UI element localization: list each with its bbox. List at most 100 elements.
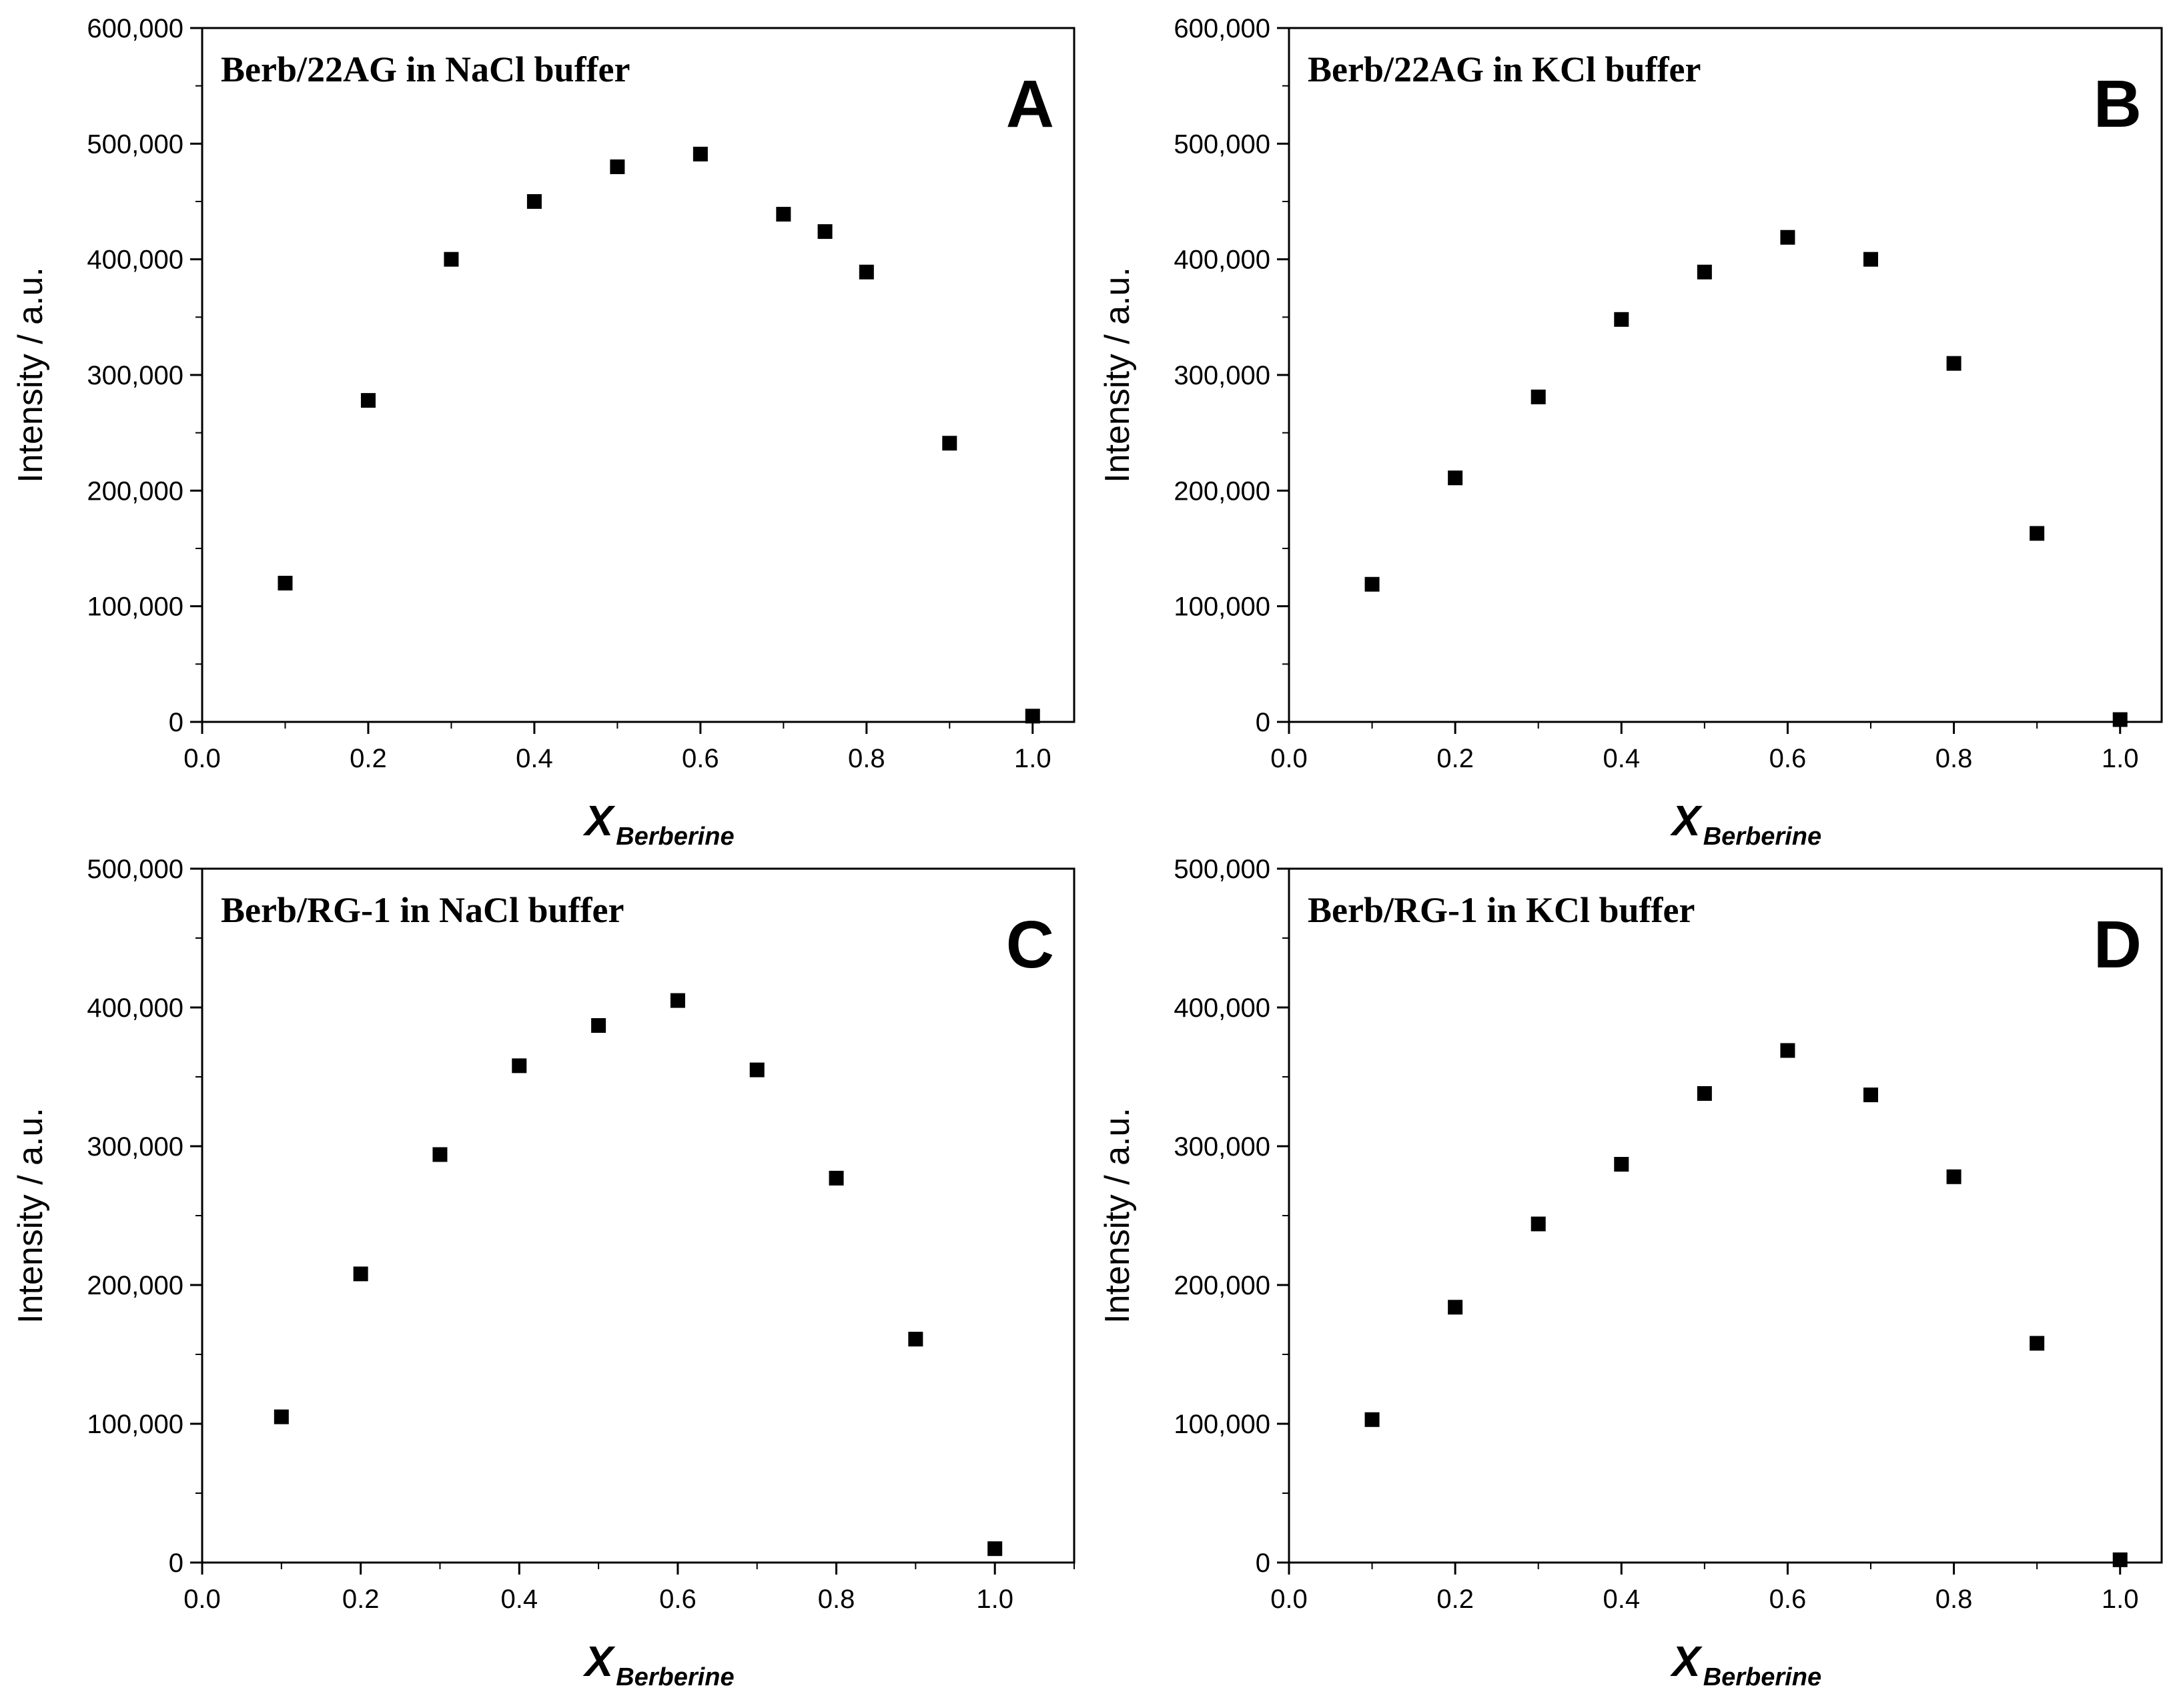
x-axis-title-main: X [583, 797, 616, 845]
x-tick-label: 0.0 [1270, 1585, 1308, 1614]
x-tick-label: 0.8 [848, 744, 885, 773]
x-tick-label: 0.8 [1935, 1585, 1973, 1614]
y-tick-label: 0 [169, 708, 183, 737]
data-point [444, 252, 459, 267]
data-point [942, 436, 957, 451]
panel-title: Berb/22AG in KCl buffer [1308, 49, 1701, 89]
x-tick-label: 0.6 [1769, 1585, 1807, 1614]
y-tick-label: 0 [1256, 708, 1270, 737]
y-tick-label: 600,000 [1174, 14, 1270, 43]
x-tick-label: 1.0 [976, 1585, 1013, 1614]
data-point [1364, 1412, 1380, 1427]
x-axis-title: X Berberine [1670, 1637, 1821, 1691]
data-point [1780, 230, 1795, 245]
panel-title: Berb/22AG in NaCl buffer [221, 49, 630, 89]
data-point [1025, 709, 1040, 724]
data-point [1780, 1043, 1795, 1058]
y-tick-label: 300,000 [1174, 361, 1270, 390]
data-point [353, 1266, 368, 1282]
x-axis-title-subscript: Berberine [616, 823, 734, 851]
data-point [1364, 576, 1380, 592]
data-point [1863, 1088, 1878, 1103]
data-point [432, 1147, 448, 1162]
panel-letter: A [1006, 67, 1054, 141]
data-point [526, 194, 542, 209]
chart-panel-d: 0 100,000 200,000 300,000 400,000 500,000 0.0 0… [1098, 855, 2163, 1691]
x-tick-label: 0.6 [659, 1585, 697, 1614]
data-point [987, 1541, 1003, 1557]
data-point [1946, 356, 1962, 371]
y-tick-label: 0 [169, 1549, 183, 1578]
panel-letter: B [2094, 67, 2142, 141]
y-axis-title: Intensity / a.u. [1098, 267, 1137, 483]
panel-title: Berb/RG-1 in NaCl buffer [221, 890, 624, 930]
panel-title: Berb/RG-1 in KCl buffer [1308, 890, 1695, 930]
panel-letter: D [2094, 907, 2142, 982]
y-tick-label: 200,000 [1174, 476, 1270, 506]
x-tick-label: 0.8 [1935, 744, 1973, 773]
y-axis-title: Intensity / a.u. [1098, 1108, 1137, 1324]
data-point [817, 224, 833, 240]
x-axis-title: X Berberine [583, 797, 735, 851]
y-tick-label: 600,000 [87, 14, 183, 43]
x-tick-label: 0.2 [342, 1585, 380, 1614]
x-tick-label: 0.8 [818, 1585, 855, 1614]
data-point [512, 1058, 527, 1074]
x-axis-title-subscript: Berberine [1703, 823, 1821, 851]
x-axis-title-main: X [1670, 1637, 1703, 1685]
data-point [1614, 1157, 1629, 1172]
data-point [278, 576, 293, 590]
data-point [670, 993, 685, 1008]
data-point [693, 146, 708, 161]
x-tick-label: 0.4 [500, 1585, 538, 1614]
y-tick-label: 500,000 [87, 855, 183, 884]
x-axis-title-main: X [583, 1637, 616, 1685]
x-axis-title: X Berberine [1670, 797, 1821, 851]
data-point [749, 1062, 765, 1078]
y-tick-label: 400,000 [1174, 993, 1270, 1023]
x-tick-label: 0.2 [1436, 1585, 1474, 1614]
data-point [859, 264, 874, 280]
chart-panel-b: 0 100,000 200,000 300,000 400,000 500,000 600,… [1098, 14, 2163, 851]
y-tick-label: 200,000 [1174, 1271, 1270, 1300]
y-tick-label: 100,000 [1174, 592, 1270, 622]
data-point [1531, 1216, 1546, 1232]
chart-panel-a: 0 100,000 200,000 300,000 400,000 500,000 600,… [11, 14, 1075, 851]
y-tick-label: 200,000 [87, 1271, 183, 1300]
data-point [908, 1332, 923, 1347]
data-point [1697, 1086, 1712, 1101]
data-point [591, 1018, 606, 1033]
x-tick-label: 0.0 [183, 1585, 221, 1614]
y-tick-label: 400,000 [87, 993, 183, 1023]
y-axis-title: Intensity / a.u. [11, 267, 50, 483]
x-tick-label: 0.4 [516, 744, 553, 773]
data-point [1531, 389, 1546, 404]
y-tick-label: 500,000 [1174, 855, 1270, 884]
y-tick-label: 400,000 [87, 246, 183, 275]
y-tick-label: 200,000 [87, 476, 183, 506]
data-point [1697, 264, 1712, 280]
panel-letter: C [1006, 907, 1054, 982]
x-tick-label: 1.0 [2102, 744, 2139, 773]
data-point [2030, 1336, 2045, 1351]
data-point [776, 207, 791, 222]
x-tick-label: 0.0 [183, 744, 221, 773]
x-tick-label: 1.0 [2102, 1585, 2139, 1614]
x-tick-label: 0.4 [1603, 744, 1640, 773]
y-tick-label: 300,000 [87, 1132, 183, 1162]
data-point [829, 1170, 844, 1186]
y-tick-label: 300,000 [1174, 1132, 1270, 1162]
data-point [1863, 252, 1878, 267]
y-tick-label: 0 [1256, 1549, 1270, 1578]
y-tick-label: 500,000 [1174, 129, 1270, 159]
x-axis-title-subscript: Berberine [616, 1663, 734, 1691]
y-tick-label: 500,000 [87, 129, 183, 159]
y-tick-label: 100,000 [87, 1410, 183, 1439]
x-tick-label: 0.4 [1603, 1585, 1640, 1614]
y-axis-title: Intensity / a.u. [11, 1108, 50, 1324]
x-tick-label: 0.2 [350, 744, 387, 773]
data-point [2112, 712, 2128, 727]
x-axis-title-main: X [1670, 797, 1703, 845]
data-point [2112, 1552, 2128, 1567]
